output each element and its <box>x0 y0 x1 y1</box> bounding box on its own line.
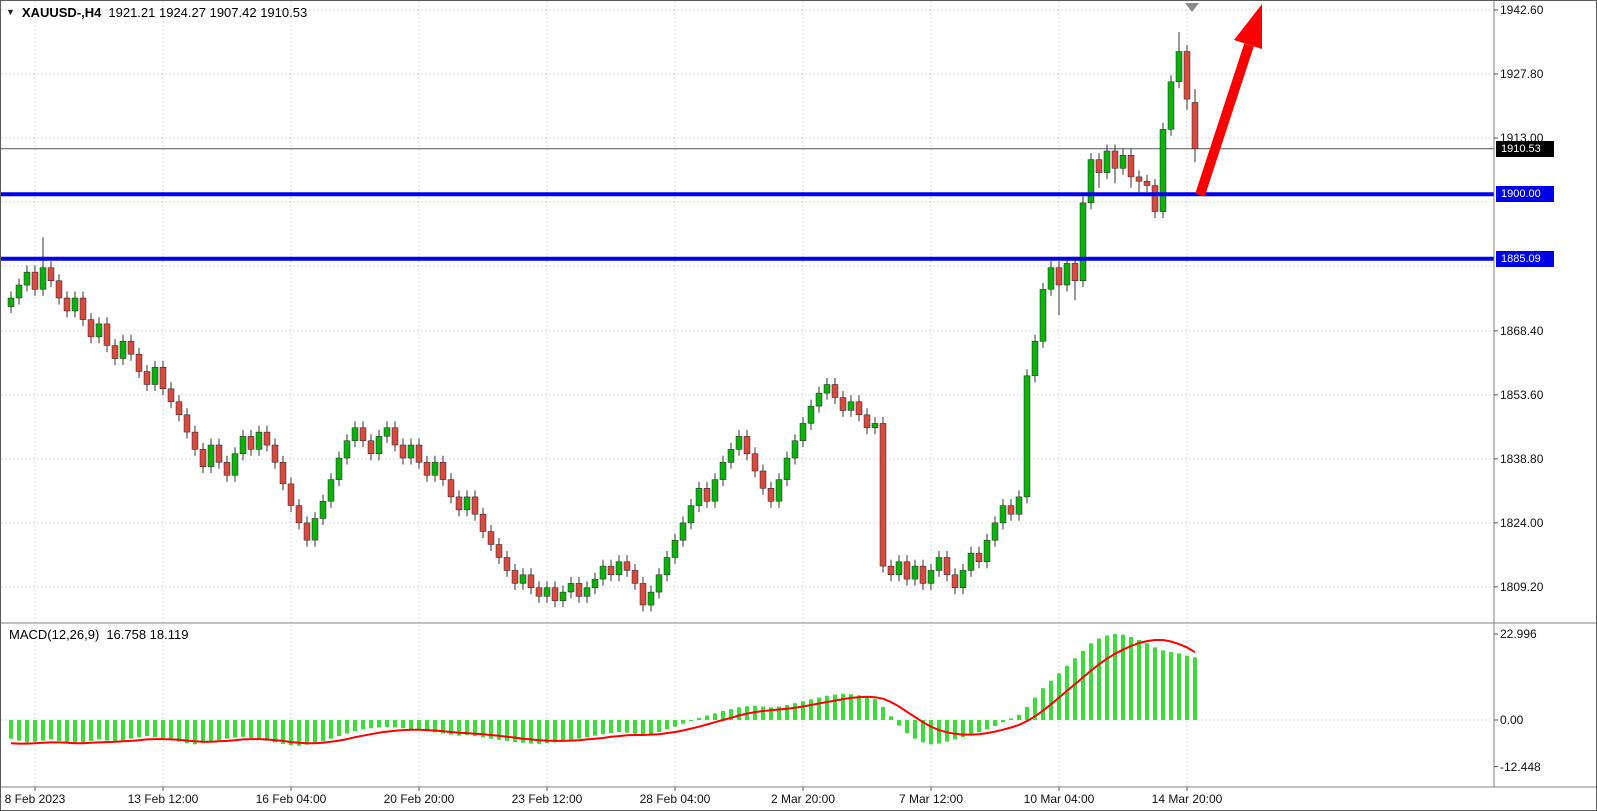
hline-price-badge-1885: 1885.09 <box>1496 251 1554 267</box>
time-axis-label: 23 Feb 12:00 <box>511 792 583 806</box>
macd-indicator-label: MACD(12,26,9) 16.758 18.119 <box>9 627 188 642</box>
chart-ohlc-values: 1921.21 1924.27 1907.42 1910.53 <box>108 5 308 20</box>
current-price-value: 1910.53 <box>1501 143 1541 155</box>
price-axis-label: 1809.20 <box>1500 580 1544 594</box>
time-axis-label: 16 Feb 04:00 <box>255 792 327 806</box>
macd-histogram <box>9 634 1197 746</box>
price-axis-label: 1927.80 <box>1500 67 1544 81</box>
trend-arrow-head[interactable] <box>1234 4 1262 49</box>
time-axis-label: 28 Feb 04:00 <box>639 792 711 806</box>
price-axis[interactable]: 1942.60 1927.80 1913.00 1868.40 1853.60 1838.… <box>1494 1 1596 787</box>
chart-shift-marker[interactable] <box>1185 3 1199 12</box>
chart-title: ▼ XAUUSD-,H4 1921.21 1924.27 1907.42 191… <box>6 5 307 20</box>
time-axis-label: 2 Mar 20:00 <box>770 792 836 806</box>
time-axis-label: 8 Feb 2023 <box>4 792 66 806</box>
gridlines <box>1 1 1494 787</box>
trend-arrow-shaft[interactable] <box>1195 43 1254 197</box>
chart-menu-icon[interactable]: ▼ <box>6 7 15 17</box>
time-axis-label: 20 Feb 20:00 <box>383 792 455 806</box>
macd-values: 16.758 18.119 <box>106 627 189 642</box>
hline-1900-value: 1900.00 <box>1501 188 1541 200</box>
candles-layer <box>7 32 1199 612</box>
macd-axis-label: 22.996 <box>1500 627 1537 641</box>
hline-1885-value: 1885.09 <box>1501 253 1541 265</box>
price-axis-label: 1868.40 <box>1500 324 1544 338</box>
time-axis-label: 10 Mar 04:00 <box>1023 792 1095 806</box>
macd-signal-line <box>10 639 1196 745</box>
macd-axis-label: 0.00 <box>1500 713 1524 727</box>
macd-name: MACD(12,26,9) <box>9 627 100 642</box>
chart-symbol-period: XAUUSD-,H4 <box>21 5 102 20</box>
current-price-badge: 1910.53 <box>1496 141 1554 157</box>
hline-price-badge-1900: 1900.00 <box>1496 186 1554 202</box>
time-axis-label: 14 Mar 20:00 <box>1151 792 1223 806</box>
price-axis-label: 1942.60 <box>1500 3 1544 17</box>
macd-axis: 22.996 0.00 -12.448 <box>1494 1 1596 787</box>
time-axis-label: 13 Feb 12:00 <box>127 792 199 806</box>
time-axis[interactable]: 8 Feb 2023 13 Feb 12:00 16 Feb 04:00 20 Feb… <box>1 787 1494 810</box>
macd-axis-label: -12.448 <box>1500 760 1541 774</box>
price-axis-label: 1853.60 <box>1500 388 1544 402</box>
price-axis-label: 1824.00 <box>1500 516 1544 530</box>
time-axis-label: 7 Mar 12:00 <box>898 792 964 806</box>
price-axis-label: 1838.80 <box>1500 452 1544 466</box>
